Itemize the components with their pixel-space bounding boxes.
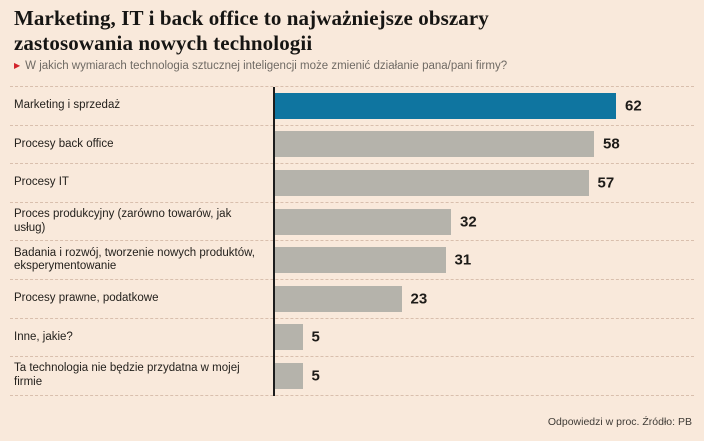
axis-baseline bbox=[273, 87, 275, 396]
bar bbox=[275, 247, 446, 274]
category-label: Inne, jakie? bbox=[14, 330, 73, 343]
bar bbox=[275, 92, 616, 119]
value-label: 57 bbox=[597, 174, 615, 192]
chart-row: Procesy prawne, podatkowe 23 bbox=[10, 280, 694, 319]
value-label: 5 bbox=[311, 367, 320, 385]
bar-area: 58 bbox=[275, 126, 694, 164]
bar-area: 5 bbox=[275, 357, 694, 395]
bar-area: 57 bbox=[275, 164, 694, 202]
source-note: Odpowiedzi w proc. Źródło: PB bbox=[547, 416, 692, 428]
bar-area: 5 bbox=[275, 319, 694, 357]
bar-chart: Marketing i sprzedaż 62 Procesy back offic… bbox=[10, 86, 694, 396]
value-label: 23 bbox=[410, 290, 428, 308]
chart-row: Procesy back office 58 bbox=[10, 126, 694, 165]
chart-row: Badania i rozwój, tworzenie nowych produ… bbox=[10, 241, 694, 280]
red-triangle-bullet-icon: ▶ bbox=[14, 61, 21, 70]
bar bbox=[275, 285, 402, 312]
subtitle-text: W jakich wymiarach technologia sztucznej… bbox=[25, 60, 508, 72]
value-label: 31 bbox=[454, 251, 472, 269]
page-title: Marketing, IT i back office to najważnie… bbox=[14, 6, 489, 55]
subtitle: ▶ W jakich wymiarach technologia sztuczn… bbox=[14, 60, 507, 72]
category-label: Procesy back office bbox=[14, 137, 114, 150]
value-label: 32 bbox=[460, 213, 477, 231]
bar-area: 31 bbox=[275, 241, 694, 279]
value-label: 5 bbox=[311, 328, 320, 346]
bar bbox=[275, 208, 451, 235]
value-label: 58 bbox=[603, 135, 620, 153]
category-label: Marketing i sprzedaż bbox=[14, 99, 121, 112]
value-label: 62 bbox=[625, 97, 642, 115]
chart-row: Inne, jakie? 5 bbox=[10, 319, 694, 358]
category-label: Ta technologia nie będzie przydatna w mo… bbox=[14, 362, 240, 388]
bar-area: 23 bbox=[275, 280, 694, 318]
category-label: Procesy IT bbox=[14, 176, 69, 189]
chart-row: Procesy IT 57 bbox=[10, 164, 694, 203]
bar bbox=[275, 169, 589, 196]
bar bbox=[275, 362, 303, 389]
category-label: Procesy prawne, podatkowe bbox=[14, 292, 159, 305]
bar bbox=[275, 324, 303, 351]
chart-row: Marketing i sprzedaż 62 bbox=[10, 87, 694, 126]
bar bbox=[275, 131, 594, 158]
category-label: Proces produkcyjny (zarówno towarów, jak… bbox=[14, 208, 232, 234]
bar-area: 32 bbox=[275, 203, 694, 241]
bar-area: 62 bbox=[275, 87, 694, 125]
category-label: Badania i rozwój, tworzenie nowych produ… bbox=[14, 246, 255, 273]
chart-row: Proces produkcyjny (zarówno towarów, jak… bbox=[10, 203, 694, 242]
chart-row: Ta technologia nie będzie przydatna w mo… bbox=[10, 357, 694, 396]
